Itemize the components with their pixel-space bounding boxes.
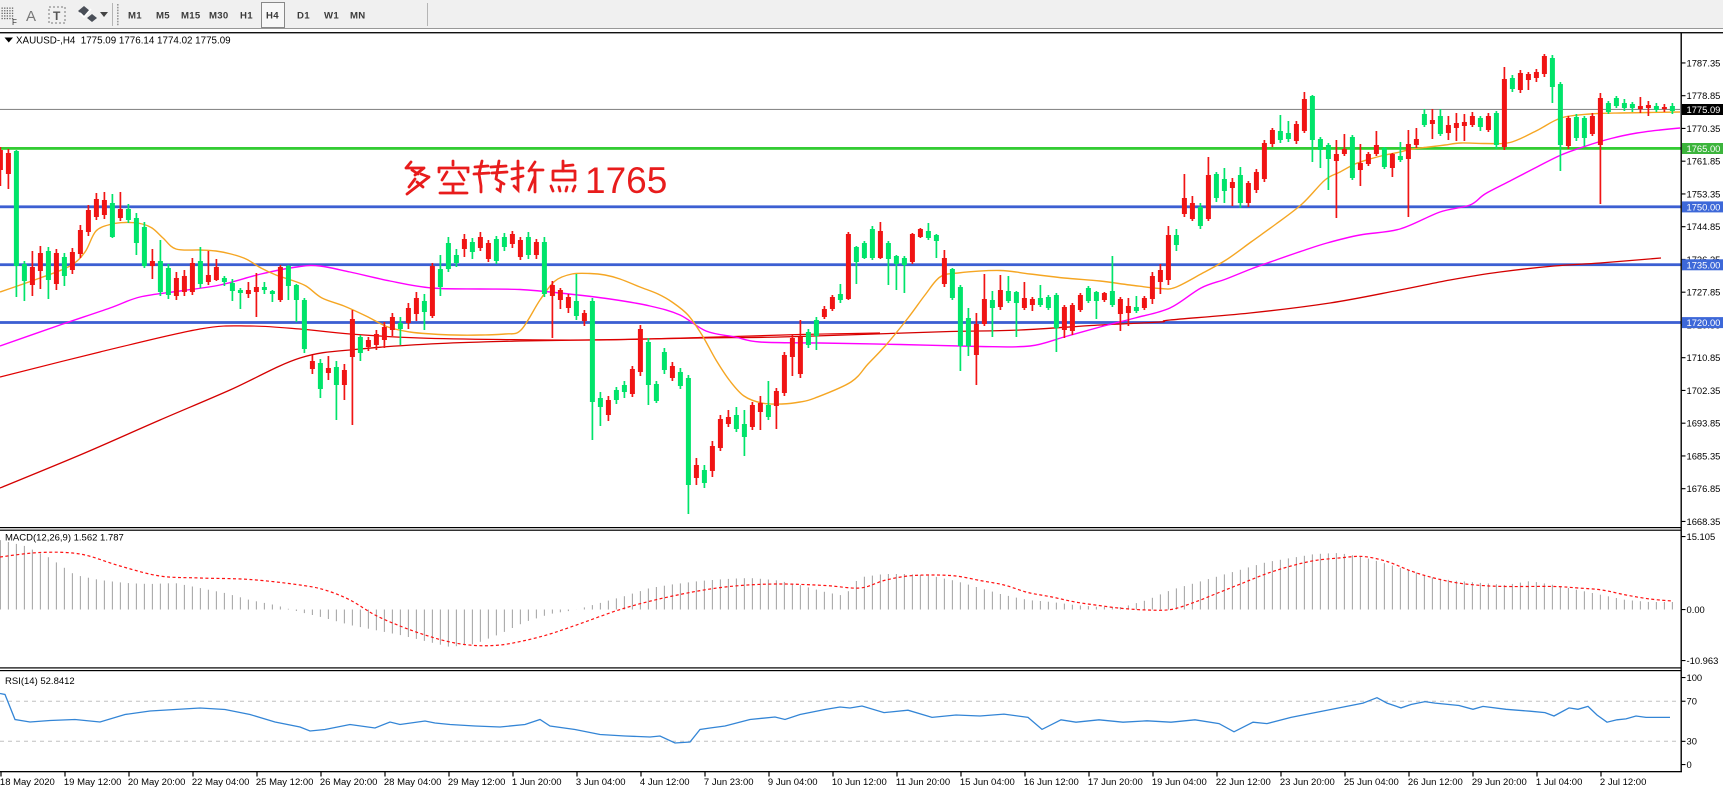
svg-text:29 Jun 20:00: 29 Jun 20:00	[1472, 777, 1527, 788]
svg-text:15.105: 15.105	[1687, 531, 1716, 542]
svg-text:26 Jun 12:00: 26 Jun 12:00	[1408, 777, 1463, 788]
svg-text:19 May 12:00: 19 May 12:00	[64, 777, 122, 788]
svg-text:1765: 1765	[585, 160, 667, 201]
svg-text:D1: D1	[297, 11, 310, 22]
svg-text:11 Jun 20:00: 11 Jun 20:00	[896, 777, 950, 788]
svg-text:17 Jun 20:00: 17 Jun 20:00	[1088, 777, 1143, 788]
svg-text:23 Jun 20:00: 23 Jun 20:00	[1280, 777, 1335, 788]
svg-text:28 May 04:00: 28 May 04:00	[384, 777, 442, 788]
svg-text:16 Jun 12:00: 16 Jun 12:00	[1024, 777, 1079, 788]
svg-text:H4: H4	[266, 11, 279, 22]
svg-text:1765.00: 1765.00	[1687, 143, 1721, 154]
svg-text:7 Jun 23:00: 7 Jun 23:00	[704, 777, 754, 788]
svg-text:2 Jul 12:00: 2 Jul 12:00	[1600, 777, 1646, 788]
svg-text:22 Jun 12:00: 22 Jun 12:00	[1216, 777, 1271, 788]
svg-text:18 May 2020: 18 May 2020	[0, 777, 55, 788]
svg-text:22 May 04:00: 22 May 04:00	[192, 777, 250, 788]
svg-text:W1: W1	[324, 11, 339, 22]
svg-text:26 May 20:00: 26 May 20:00	[320, 777, 378, 788]
svg-text:4 Jun 12:00: 4 Jun 12:00	[640, 777, 690, 788]
svg-text:1736.35: 1736.35	[1687, 254, 1721, 265]
svg-text:70: 70	[1687, 696, 1697, 707]
svg-text:1 Jun 20:00: 1 Jun 20:00	[512, 777, 562, 788]
svg-text:1761.85: 1761.85	[1687, 156, 1721, 167]
svg-text:1720.00: 1720.00	[1687, 317, 1721, 328]
svg-text:1744.85: 1744.85	[1687, 221, 1721, 232]
svg-text:100: 100	[1687, 672, 1703, 683]
svg-text:1668.35: 1668.35	[1687, 516, 1721, 527]
svg-text:1770.35: 1770.35	[1687, 123, 1721, 134]
svg-text:T: T	[53, 9, 61, 23]
svg-text:20 May 20:00: 20 May 20:00	[128, 777, 186, 788]
svg-text:1710.85: 1710.85	[1687, 352, 1721, 363]
svg-text:1787.35: 1787.35	[1687, 57, 1721, 68]
svg-text:1735.00: 1735.00	[1687, 259, 1721, 270]
svg-text:25 May 12:00: 25 May 12:00	[256, 777, 314, 788]
svg-text:RSI(14) 52.8412: RSI(14) 52.8412	[5, 676, 75, 687]
svg-text:1693.85: 1693.85	[1687, 418, 1721, 429]
svg-text:F: F	[12, 18, 17, 27]
svg-text:1685.35: 1685.35	[1687, 450, 1721, 461]
svg-text:3 Jun 04:00: 3 Jun 04:00	[576, 777, 626, 788]
svg-text:1727.85: 1727.85	[1687, 287, 1721, 298]
svg-text:0: 0	[1687, 759, 1692, 770]
svg-text:1778.85: 1778.85	[1687, 90, 1721, 101]
svg-text:M5: M5	[156, 11, 170, 22]
svg-text:1775.09: 1775.09	[1687, 104, 1721, 115]
svg-text:1702.35: 1702.35	[1687, 385, 1721, 396]
svg-text:1 Jul 04:00: 1 Jul 04:00	[1536, 777, 1582, 788]
svg-text:9 Jun 04:00: 9 Jun 04:00	[768, 777, 818, 788]
svg-text:M1: M1	[128, 11, 142, 22]
svg-text:1676.85: 1676.85	[1687, 483, 1721, 494]
svg-text:H1: H1	[240, 11, 253, 22]
svg-text:29 May 12:00: 29 May 12:00	[448, 777, 506, 788]
svg-text:10 Jun 12:00: 10 Jun 12:00	[832, 777, 887, 788]
svg-text:25 Jun 04:00: 25 Jun 04:00	[1344, 777, 1399, 788]
svg-text:MN: MN	[350, 11, 366, 22]
svg-text:30: 30	[1687, 736, 1697, 747]
svg-text:XAUUSD-,H4 1775.09 1776.14 17: XAUUSD-,H4 1775.09 1776.14 1774.02 1775.…	[16, 36, 231, 47]
svg-text:0.00: 0.00	[1687, 604, 1705, 615]
svg-text:1750.00: 1750.00	[1687, 201, 1721, 212]
svg-text:M30: M30	[209, 11, 229, 22]
svg-text:15 Jun 04:00: 15 Jun 04:00	[960, 777, 1015, 788]
svg-text:-10.963: -10.963	[1687, 655, 1719, 666]
svg-text:A: A	[26, 8, 36, 25]
svg-text:1753.35: 1753.35	[1687, 188, 1721, 199]
svg-text:19 Jun 04:00: 19 Jun 04:00	[1152, 777, 1207, 788]
svg-text:MACD(12,26,9) 1.562 1.787: MACD(12,26,9) 1.562 1.787	[5, 533, 124, 544]
svg-text:M15: M15	[181, 11, 201, 22]
